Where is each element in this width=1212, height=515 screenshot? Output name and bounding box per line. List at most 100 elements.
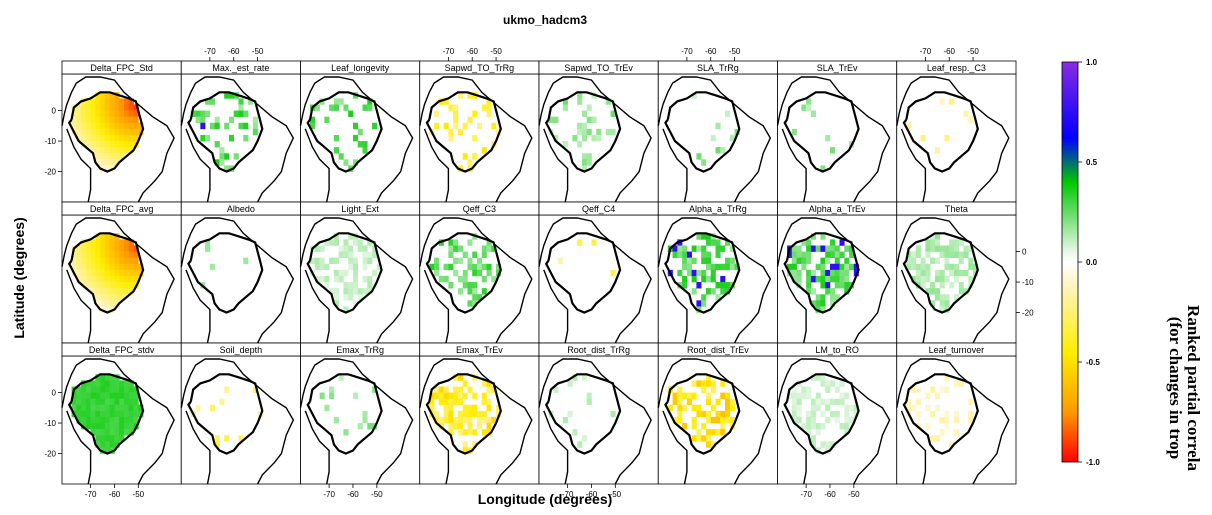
heatmap-cell xyxy=(953,410,960,418)
heatmap-cell xyxy=(104,423,110,430)
heatmap-cell xyxy=(729,404,735,412)
heatmap-cell xyxy=(104,380,110,387)
heatmap-cell xyxy=(333,147,339,154)
heatmap-cell xyxy=(796,275,802,283)
heatmap-cell xyxy=(95,239,101,246)
heatmap-cell xyxy=(128,380,134,387)
heatmap-cell xyxy=(801,251,807,258)
heatmap-cell xyxy=(810,398,816,406)
heatmap-cell xyxy=(90,134,96,142)
heatmap-cell xyxy=(90,275,96,283)
heatmap-cell xyxy=(133,251,139,258)
heatmap-cell xyxy=(128,116,134,124)
heatmap-cell xyxy=(104,134,110,142)
heatmap-cell xyxy=(362,416,368,424)
heatmap-cell xyxy=(715,398,721,406)
heatmap-cell xyxy=(443,398,449,406)
heatmap-cell xyxy=(586,392,592,399)
heatmap-cell xyxy=(710,429,716,436)
heatmap-cell xyxy=(224,92,230,99)
basin-outline xyxy=(187,373,264,455)
heatmap-cell xyxy=(438,398,444,406)
heatmap-cell xyxy=(949,282,955,289)
heatmap-cell xyxy=(939,429,945,436)
x-tick-label: -70 xyxy=(85,490,97,499)
heatmap-cell xyxy=(820,410,826,418)
coastline xyxy=(900,410,927,485)
heatmap-cell xyxy=(104,435,110,442)
heatmap-cell xyxy=(252,128,258,136)
heatmap-cell xyxy=(920,134,926,142)
heatmap-cell xyxy=(238,98,244,105)
heatmap-cell xyxy=(476,416,483,424)
heatmap-cell xyxy=(100,245,106,252)
heatmap-cell xyxy=(796,392,802,399)
coastline xyxy=(896,358,1010,485)
x-tick-label: -70 xyxy=(323,490,335,499)
heatmap-cell xyxy=(109,147,115,154)
heatmap-cell xyxy=(476,269,483,277)
heatmap-cell xyxy=(95,282,101,289)
heatmap-cell xyxy=(481,251,487,258)
heatmap-cell xyxy=(672,416,678,424)
heatmap-cell xyxy=(114,141,120,148)
heatmap-cell xyxy=(119,263,125,271)
heatmap-cell xyxy=(324,116,330,124)
heatmap-cell xyxy=(586,128,592,136)
heatmap-cell xyxy=(76,269,82,277)
coastline xyxy=(657,358,772,485)
basin-outline xyxy=(306,232,383,314)
panel-title: SLA_TrEv xyxy=(817,63,858,73)
heatmap-cell xyxy=(844,269,850,277)
heatmap-cell xyxy=(920,257,926,265)
heatmap-cell xyxy=(133,122,139,130)
heatmap-cell xyxy=(906,122,912,130)
heatmap-cell xyxy=(119,275,125,283)
heatmap-cell xyxy=(467,429,473,436)
heatmap-cell xyxy=(100,429,106,436)
heatmap-cell xyxy=(710,239,716,246)
heatmap-cell xyxy=(829,294,836,301)
heatmap-cell xyxy=(100,275,106,283)
panel-sla-trev: SLA_TrEv xyxy=(776,60,898,203)
heatmap-cell xyxy=(214,435,220,442)
heatmap-cell xyxy=(691,435,697,442)
heatmap-cell xyxy=(462,416,468,424)
heatmap-cell xyxy=(195,110,201,117)
basin-outline xyxy=(544,91,622,173)
heatmap-cell xyxy=(686,251,692,258)
heatmap-cell xyxy=(472,429,478,436)
heatmap-cell xyxy=(352,122,359,130)
heatmap-cell xyxy=(100,380,106,387)
heatmap-cell xyxy=(820,380,826,387)
heatmap-cell xyxy=(810,288,816,295)
heatmap-cell xyxy=(128,398,134,406)
figure-title: ukmo_hadcm3 xyxy=(503,13,587,27)
heatmap-cell xyxy=(801,104,807,111)
heatmap-cell xyxy=(453,110,459,117)
heatmap-cell xyxy=(109,122,115,130)
heatmap-cell xyxy=(953,275,960,283)
heatmap-cell xyxy=(372,122,378,130)
heatmap-cell xyxy=(725,110,731,117)
heatmap-cell xyxy=(362,245,368,252)
heatmap-cell xyxy=(720,288,726,295)
heatmap-cell xyxy=(844,257,850,265)
heatmap-cell xyxy=(596,134,602,142)
heatmap-cell xyxy=(829,147,836,154)
heatmap-cell xyxy=(720,245,726,252)
heatmap-cell xyxy=(672,398,678,406)
heatmap-cell xyxy=(109,251,115,258)
x-tick-label: -60 xyxy=(109,490,121,499)
panel-alpha-a-trrg: Alpha_a_TrRg xyxy=(657,201,778,344)
heatmap-cell xyxy=(839,269,845,277)
heatmap-cell xyxy=(109,416,115,424)
panel-delta-fpc-std: Delta_FPC_Std xyxy=(61,60,182,203)
heatmap-cell xyxy=(486,386,492,393)
heatmap-cell xyxy=(124,410,130,418)
heatmap-cell xyxy=(434,416,440,424)
heatmap-cell xyxy=(476,294,483,301)
heatmap-cell xyxy=(314,275,320,283)
heatmap-cell xyxy=(820,423,826,430)
heatmap-cell xyxy=(362,288,368,295)
